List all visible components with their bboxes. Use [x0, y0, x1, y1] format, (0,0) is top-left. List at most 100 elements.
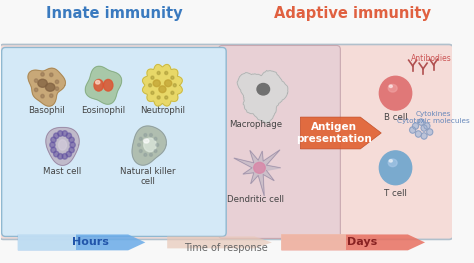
Text: Mast cell: Mast cell [44, 167, 82, 176]
Circle shape [148, 84, 152, 87]
Circle shape [54, 151, 59, 157]
Ellipse shape [46, 83, 55, 91]
Polygon shape [85, 66, 122, 104]
Polygon shape [28, 68, 65, 106]
Ellipse shape [257, 83, 270, 95]
Circle shape [55, 87, 59, 90]
Circle shape [35, 88, 38, 92]
Ellipse shape [388, 84, 397, 92]
FancyArrow shape [301, 117, 381, 149]
Polygon shape [46, 128, 79, 165]
Circle shape [144, 153, 147, 156]
Text: Basophil: Basophil [28, 106, 65, 115]
Circle shape [379, 76, 412, 110]
Ellipse shape [389, 160, 392, 162]
Circle shape [156, 143, 159, 146]
Text: Eosinophil: Eosinophil [82, 106, 126, 115]
Circle shape [165, 71, 168, 75]
Ellipse shape [38, 79, 47, 87]
Circle shape [58, 154, 63, 159]
Circle shape [51, 137, 56, 143]
Circle shape [54, 133, 59, 139]
Text: Hours: Hours [72, 237, 109, 247]
Circle shape [55, 80, 59, 84]
Circle shape [69, 137, 74, 143]
Circle shape [50, 73, 53, 77]
Ellipse shape [103, 79, 113, 91]
Text: Days: Days [346, 237, 377, 247]
Text: Time of response: Time of response [184, 243, 268, 253]
Text: Natural killer
cell: Natural killer cell [120, 167, 176, 186]
Ellipse shape [254, 162, 265, 173]
Circle shape [418, 119, 424, 125]
FancyBboxPatch shape [219, 45, 340, 239]
Ellipse shape [144, 138, 156, 152]
Circle shape [139, 150, 142, 153]
Circle shape [50, 94, 53, 98]
Text: Dendritic cell: Dendritic cell [227, 195, 284, 204]
Circle shape [410, 127, 416, 133]
Circle shape [66, 151, 72, 157]
FancyArrow shape [18, 234, 76, 250]
Circle shape [150, 134, 153, 136]
Text: Cytokines
Cytotoxic molecules: Cytokines Cytotoxic molecules [397, 111, 470, 124]
Circle shape [51, 147, 56, 153]
Ellipse shape [58, 140, 67, 150]
Circle shape [421, 133, 427, 139]
Text: Antibodies: Antibodies [411, 54, 452, 63]
Circle shape [41, 94, 44, 98]
Circle shape [69, 147, 74, 153]
Circle shape [379, 151, 412, 185]
FancyArrow shape [167, 236, 272, 248]
FancyArrow shape [282, 234, 346, 250]
Polygon shape [237, 70, 288, 123]
Circle shape [50, 142, 55, 148]
Ellipse shape [389, 85, 392, 88]
Text: B cell: B cell [384, 113, 407, 122]
Circle shape [154, 150, 157, 153]
Polygon shape [143, 64, 182, 106]
Circle shape [171, 91, 174, 94]
Text: Neutrophil: Neutrophil [140, 106, 185, 115]
Circle shape [424, 123, 430, 129]
Circle shape [151, 76, 154, 79]
Circle shape [144, 134, 147, 136]
Circle shape [427, 129, 433, 135]
Ellipse shape [144, 139, 149, 143]
Ellipse shape [96, 80, 100, 84]
Circle shape [70, 142, 75, 148]
Circle shape [62, 154, 67, 159]
Text: Antigen
presentation: Antigen presentation [296, 122, 372, 144]
Circle shape [66, 133, 72, 139]
Circle shape [41, 73, 44, 76]
Circle shape [415, 131, 421, 137]
Circle shape [150, 153, 153, 156]
Circle shape [171, 76, 174, 79]
Circle shape [173, 84, 176, 87]
FancyArrow shape [282, 234, 425, 250]
Ellipse shape [94, 79, 103, 91]
Polygon shape [234, 150, 281, 196]
Circle shape [412, 123, 419, 129]
FancyBboxPatch shape [1, 47, 226, 236]
Circle shape [421, 125, 427, 131]
Ellipse shape [153, 80, 160, 87]
Text: T cell: T cell [384, 189, 407, 198]
Circle shape [62, 131, 67, 136]
FancyBboxPatch shape [0, 44, 454, 239]
Circle shape [157, 96, 160, 99]
Circle shape [35, 79, 38, 82]
Text: Innate immunity: Innate immunity [46, 6, 182, 21]
Text: Adaptive immunity: Adaptive immunity [274, 6, 431, 21]
FancyArrow shape [18, 234, 146, 250]
Circle shape [157, 71, 160, 75]
Text: Macrophage: Macrophage [229, 120, 282, 129]
Circle shape [154, 137, 157, 140]
Ellipse shape [159, 86, 166, 93]
Circle shape [165, 96, 168, 99]
Circle shape [137, 143, 140, 146]
Circle shape [139, 137, 142, 140]
Circle shape [151, 91, 154, 94]
Circle shape [58, 131, 63, 136]
Polygon shape [132, 126, 166, 165]
